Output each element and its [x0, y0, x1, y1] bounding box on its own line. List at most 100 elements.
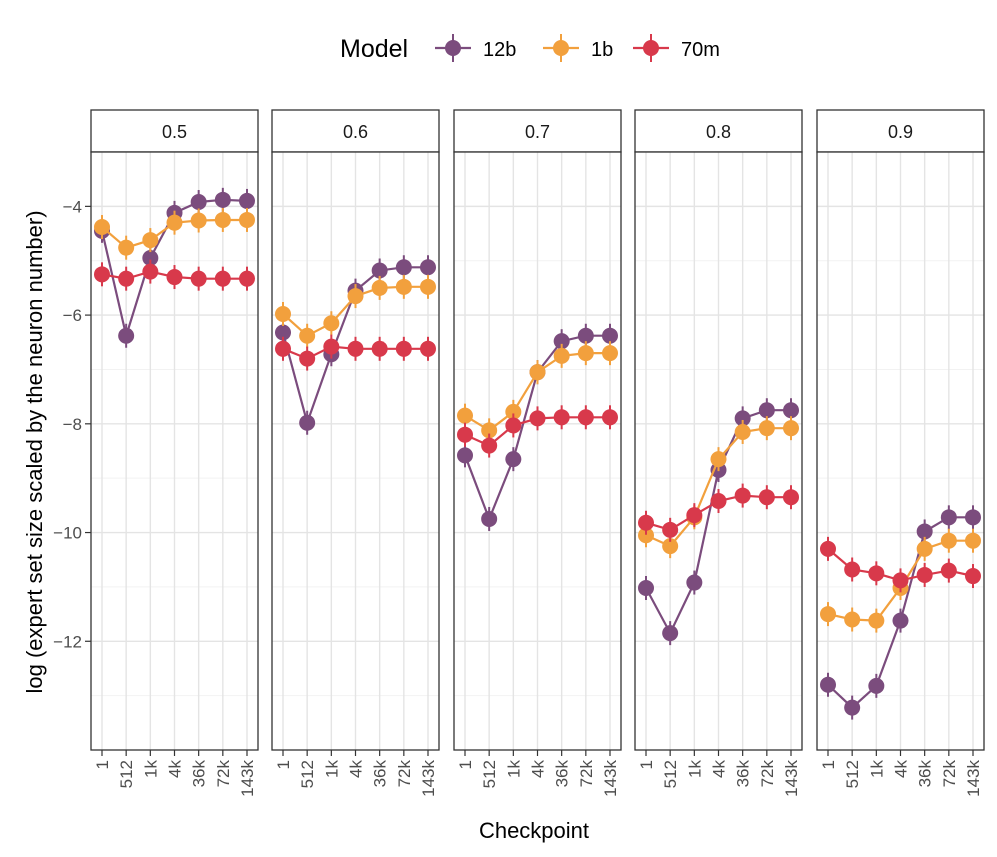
x-tick-label: 1	[456, 760, 475, 769]
data-point-70m	[529, 410, 546, 427]
data-point-1b	[783, 420, 799, 437]
data-point-1b	[710, 451, 727, 468]
data-point-12b	[965, 509, 981, 526]
data-point-1b	[190, 212, 207, 229]
data-point-70m	[323, 338, 340, 355]
data-point-1b	[844, 611, 861, 628]
data-point-70m	[214, 270, 231, 287]
x-tick-label: 4k	[166, 760, 185, 778]
data-point-1b	[662, 538, 679, 555]
legend: Model 12b 1b 70m	[340, 34, 720, 63]
data-point-12b	[395, 259, 412, 276]
data-point-12b	[577, 327, 594, 344]
data-point-1b	[602, 345, 618, 362]
data-point-70m	[820, 540, 836, 557]
x-tick-label: 4k	[347, 760, 366, 778]
data-point-12b	[686, 574, 703, 591]
data-point-12b	[299, 414, 316, 431]
data-point-1b	[214, 211, 231, 228]
data-point-1b	[734, 423, 751, 440]
data-point-70m	[94, 266, 110, 283]
facet-panel-0-5: 0.5 1 512 1k 4k 36k 72k 143k	[90, 109, 259, 797]
data-point-1b	[553, 347, 570, 364]
x-tick-label: 143k	[782, 760, 801, 797]
data-point-1b	[965, 532, 981, 549]
data-point-12b	[239, 192, 255, 209]
data-point-70m	[758, 489, 775, 506]
data-point-70m	[577, 409, 594, 426]
data-point-1b	[118, 239, 135, 256]
data-point-12b	[783, 402, 799, 419]
data-point-1b	[347, 288, 364, 305]
data-point-70m	[710, 493, 727, 510]
data-point-70m	[505, 417, 522, 434]
legend-key-1b: 1b	[543, 34, 613, 62]
data-point-1b	[94, 219, 110, 236]
data-point-70m	[638, 514, 654, 531]
y-tick-label: −12	[53, 632, 82, 651]
facet-strip	[271, 109, 440, 153]
data-point-12b	[892, 612, 909, 629]
data-point-70m	[142, 263, 159, 280]
data-point-12b	[190, 194, 207, 211]
x-tick-label: 36k	[734, 760, 753, 788]
facet-panel-0-6: 0.6 1 512 1k 4k 36k 72k 143k	[271, 109, 440, 797]
data-point-12b	[118, 327, 135, 344]
data-point-70m	[347, 340, 364, 357]
x-tick-label: 1	[93, 760, 112, 769]
x-tick-label: 72k	[940, 760, 959, 788]
data-point-1b	[505, 403, 522, 420]
data-point-12b	[758, 402, 775, 419]
data-point-1b	[529, 364, 546, 381]
data-point-1b	[299, 327, 316, 344]
data-point-70m	[868, 565, 885, 582]
data-point-1b	[940, 532, 957, 549]
x-tick-label: 143k	[964, 760, 983, 797]
facet-strip	[634, 109, 803, 153]
y-tick-label: −4	[63, 197, 82, 216]
data-point-12b	[457, 447, 473, 464]
data-point-1b	[275, 306, 291, 323]
data-point-70m	[602, 409, 618, 426]
data-point-1b	[820, 606, 836, 623]
x-tick-label: 36k	[190, 760, 209, 788]
x-tick-label: 1k	[504, 760, 523, 778]
data-point-70m	[239, 270, 255, 287]
x-tick-label: 512	[117, 760, 136, 788]
legend-label: 70m	[681, 39, 720, 61]
data-point-12b	[638, 579, 654, 596]
x-tick-label: 72k	[214, 760, 233, 788]
data-point-1b	[577, 345, 594, 362]
data-point-70m	[481, 437, 498, 454]
legend-title: Model	[340, 35, 408, 63]
data-point-70m	[892, 572, 909, 589]
data-point-70m	[940, 562, 957, 579]
legend-key-70m: 70m	[633, 34, 720, 62]
x-tick-label: 72k	[758, 760, 777, 788]
data-point-1b	[758, 420, 775, 437]
y-tick-label: −8	[63, 415, 82, 434]
data-point-1b	[916, 540, 933, 557]
x-tick-label: 143k	[601, 760, 620, 797]
data-point-70m	[190, 270, 207, 287]
data-point-12b	[916, 523, 933, 540]
x-tick-label: 4k	[892, 760, 911, 778]
data-point-1b	[420, 278, 436, 295]
facet-panel-0-9: 0.9 1 512 1k 4k 36k 72k 143k	[816, 109, 985, 797]
data-point-12b	[214, 191, 231, 208]
data-point-1b	[239, 211, 255, 228]
data-point-1b	[323, 315, 340, 332]
y-tick-label: −6	[63, 306, 82, 325]
facet-panel-0-7: 0.7 1 512 1k 4k 36k 72k 143k	[453, 109, 622, 797]
x-tick-label: 72k	[395, 760, 414, 788]
facet-strip-label: 0.7	[525, 122, 550, 142]
x-tick-label: 36k	[916, 760, 935, 788]
data-point-70m	[965, 568, 981, 585]
data-point-12b	[820, 676, 836, 693]
data-point-70m	[844, 561, 861, 578]
data-point-70m	[299, 350, 316, 367]
data-point-12b	[371, 262, 388, 279]
facet-strip-label: 0.9	[888, 122, 913, 142]
facet-panel-0-8: 0.8 1 512 1k 4k 36k 72k 143k	[634, 109, 803, 797]
